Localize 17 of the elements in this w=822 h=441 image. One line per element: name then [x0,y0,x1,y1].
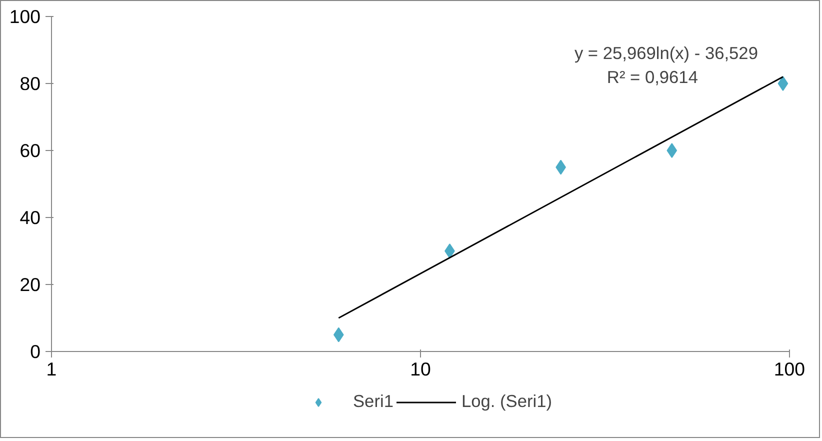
point [444,244,455,258]
annotation: R² = 0,9614 [606,66,698,87]
point [333,327,344,342]
y-tick-label: 60 [20,140,41,161]
y-tick-label: 0 [30,341,41,362]
y-tick-label: 40 [20,207,41,228]
y-tick-label: 80 [20,73,41,94]
x-tick-label: 1 [46,358,57,380]
annotation: y = 25,969ln(x) - 36,529 [574,42,758,63]
x-tick-label: 10 [410,358,431,380]
y-tick-label: 100 [9,6,41,27]
legend-label: Log. (Seri1) [461,391,552,412]
y-tick-label: 20 [20,274,41,295]
legend-label: Seri1 [353,391,394,412]
x-tick-label: 100 [774,358,806,380]
point [778,76,788,91]
point [666,143,678,158]
